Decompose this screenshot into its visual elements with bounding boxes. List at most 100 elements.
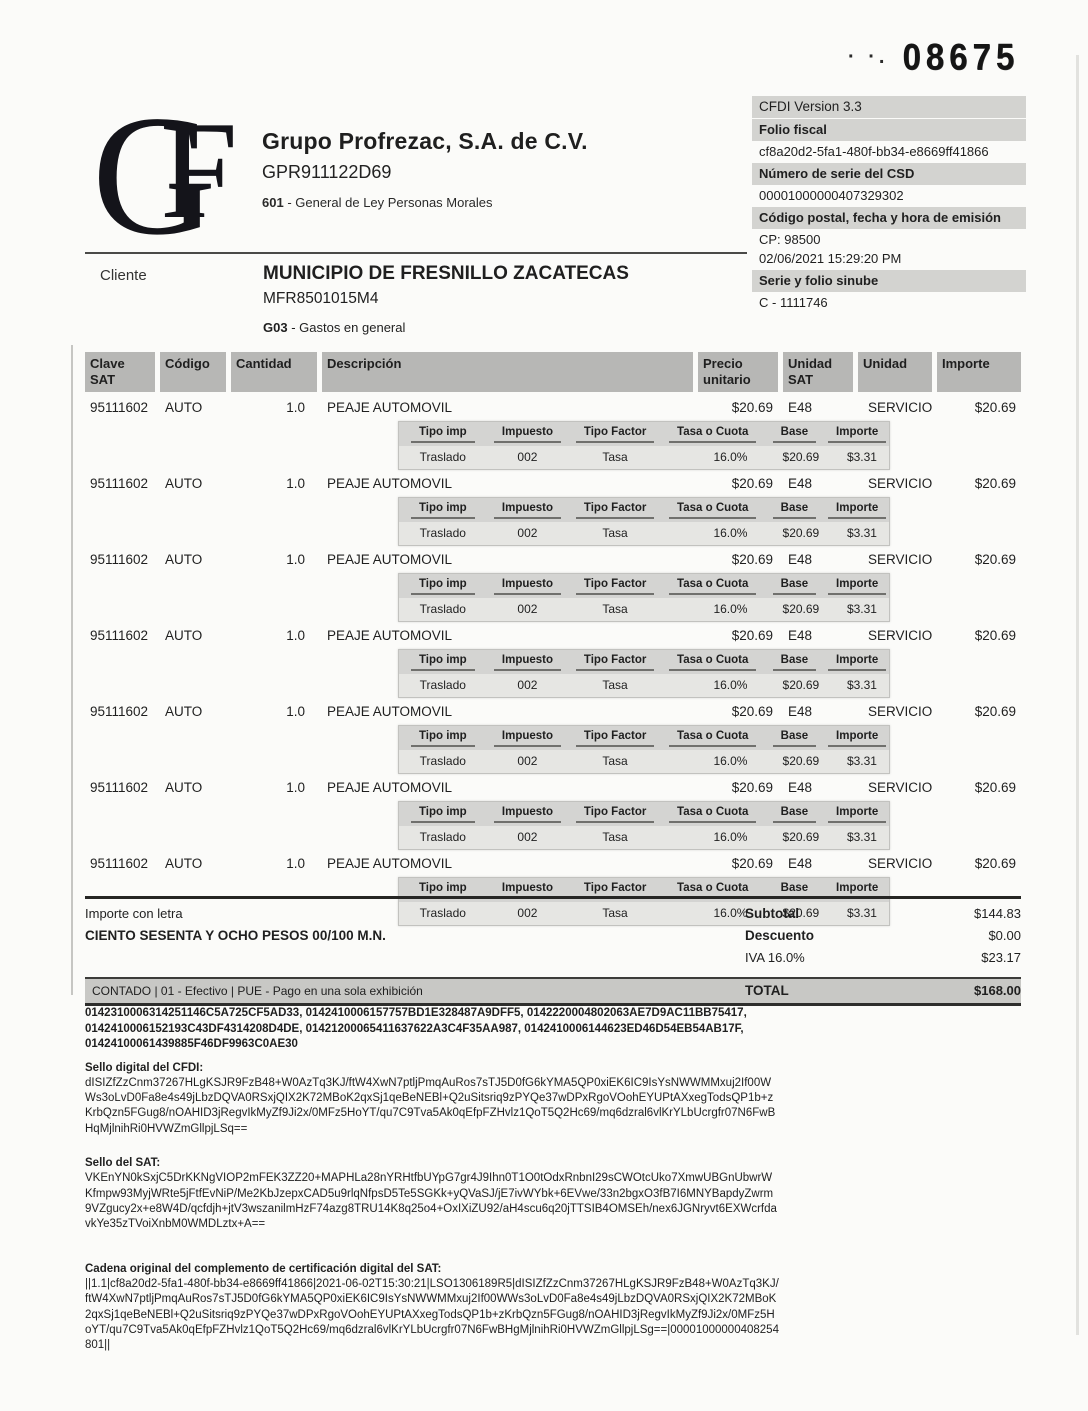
header-cell-importe: Importe bbox=[937, 352, 1021, 392]
subtotal-label: Subtotal bbox=[745, 906, 799, 921]
item-clave-sat: 95111602 bbox=[90, 704, 149, 719]
item-descripcion: PEAJE AUTOMOVIL bbox=[327, 856, 453, 871]
item-row: 95111602 AUTO 1.0 PEAJE AUTOMOVIL $20.69… bbox=[85, 704, 1021, 719]
tax-tipo-imp: Traslado bbox=[419, 602, 466, 616]
tax-header-base: Base bbox=[764, 502, 826, 522]
emission-postal-code: CP: 98500 bbox=[759, 232, 821, 247]
company-logo: G F bbox=[92, 81, 257, 271]
tax-subtable: Tipo imp Impuesto Tipo Factor Tasa o Cuo… bbox=[398, 573, 890, 622]
item-row: 95111602 AUTO 1.0 PEAJE AUTOMOVIL $20.69… bbox=[85, 476, 1021, 491]
item-block: 95111602 AUTO 1.0 PEAJE AUTOMOVIL $20.69… bbox=[85, 400, 1021, 470]
tax-header-tasa-cuota: Tasa o Cuota bbox=[662, 654, 764, 674]
tax-tasa-cuota: 16.0% bbox=[713, 526, 748, 540]
reference-ids: 0142310006314251146C5A725CF5AD33, 014241… bbox=[85, 1007, 747, 1051]
item-codigo: AUTO bbox=[165, 628, 203, 643]
tax-header-tipo-factor: Tipo Factor bbox=[568, 578, 662, 598]
item-codigo: AUTO bbox=[165, 780, 203, 795]
total-value: $168.00 bbox=[974, 983, 1021, 998]
cfdi-version: CFDI Version 3.3 bbox=[752, 96, 1026, 118]
items-body: 95111602 AUTO 1.0 PEAJE AUTOMOVIL $20.69… bbox=[85, 400, 1021, 926]
tax-importe: $3.31 bbox=[846, 830, 877, 844]
tax-header-base: Base bbox=[764, 730, 826, 750]
tax-tasa-cuota: 16.0% bbox=[713, 830, 748, 844]
item-precio-unitario: $20.69 bbox=[731, 856, 773, 871]
tax-value-row: Traslado 002 Tasa 16.0% $20.69 $3.31 bbox=[399, 750, 889, 773]
tax-tasa-cuota: 16.0% bbox=[713, 906, 748, 920]
item-unidad-sat: E48 bbox=[788, 780, 813, 795]
sat-seal-label: Sello del SAT: bbox=[85, 1157, 161, 1170]
tax-value-row: Traslado 002 Tasa 16.0% $20.69 $3.31 bbox=[399, 598, 889, 621]
item-unidad: SERVICIO bbox=[868, 856, 933, 871]
tax-tipo-factor: Tasa bbox=[602, 602, 628, 616]
item-clave-sat: 95111602 bbox=[90, 856, 149, 871]
item-precio-unitario: $20.69 bbox=[731, 780, 773, 795]
tax-header-tipo-imp: Tipo imp bbox=[399, 426, 487, 446]
tax-subtable: Tipo imp Impuesto Tipo Factor Tasa o Cuo… bbox=[398, 497, 890, 546]
item-codigo: AUTO bbox=[165, 552, 203, 567]
tax-subtable: Tipo imp Impuesto Tipo Factor Tasa o Cuo… bbox=[398, 649, 890, 698]
tax-header-impuesto: Impuesto bbox=[487, 502, 569, 522]
totals-section: Importe con letra Subtotal $144.83 CIENT… bbox=[85, 896, 1021, 1006]
iva-value: $23.17 bbox=[981, 950, 1021, 965]
tax-header-tasa-cuota: Tasa o Cuota bbox=[662, 730, 764, 750]
item-codigo: AUTO bbox=[165, 400, 203, 415]
descuento-label: Descuento bbox=[745, 928, 815, 943]
tax-header-row: Tipo imp Impuesto Tipo Factor Tasa o Cuo… bbox=[399, 574, 889, 598]
item-unidad-sat: E48 bbox=[788, 552, 813, 567]
item-unidad: SERVICIO bbox=[868, 476, 933, 491]
tax-header-row: Tipo imp Impuesto Tipo Factor Tasa o Cuo… bbox=[399, 802, 889, 826]
tax-header-impuesto: Impuesto bbox=[487, 730, 569, 750]
scan-artifact-line bbox=[71, 345, 73, 995]
item-block: 95111602 AUTO 1.0 PEAJE AUTOMOVIL $20.69… bbox=[85, 628, 1021, 698]
header-cell-unidad: Unidad bbox=[858, 352, 932, 392]
cfdi-seal-label: Sello digital del CFDI: bbox=[85, 1061, 204, 1074]
tax-header-impuesto: Impuesto bbox=[487, 654, 569, 674]
tax-subtable: Tipo imp Impuesto Tipo Factor Tasa o Cuo… bbox=[398, 801, 890, 850]
item-block: 95111602 AUTO 1.0 PEAJE AUTOMOVIL $20.69… bbox=[85, 476, 1021, 546]
sinube-folio-label: Serie y folio sinube bbox=[752, 270, 1026, 292]
tax-importe: $3.31 bbox=[846, 906, 877, 920]
item-row: 95111602 AUTO 1.0 PEAJE AUTOMOVIL $20.69… bbox=[85, 400, 1021, 415]
seals-section: 0142310006314251146C5A725CF5AD33, 014241… bbox=[85, 1006, 830, 1354]
header-cell-codigo: Código bbox=[160, 352, 226, 392]
regime-code: 601 bbox=[262, 195, 284, 210]
item-importe: $20.69 bbox=[974, 780, 1016, 795]
item-precio-unitario: $20.69 bbox=[731, 552, 773, 567]
item-descripcion: PEAJE AUTOMOVIL bbox=[327, 552, 453, 567]
item-unidad-sat: E48 bbox=[788, 400, 813, 415]
item-row: 95111602 AUTO 1.0 PEAJE AUTOMOVIL $20.69… bbox=[85, 780, 1021, 795]
issuer-tax-regime: 601 - General de Ley Personas Morales bbox=[262, 195, 588, 210]
tax-importe: $3.31 bbox=[846, 602, 877, 616]
tax-tipo-imp: Traslado bbox=[419, 754, 466, 768]
tax-header-tipo-imp: Tipo imp bbox=[399, 654, 487, 674]
tax-header-importe: Importe bbox=[825, 654, 889, 674]
tax-tipo-factor: Tasa bbox=[602, 678, 628, 692]
tax-header-base: Base bbox=[764, 578, 826, 598]
item-precio-unitario: $20.69 bbox=[731, 476, 773, 491]
header-cell-descripcion: Descripción bbox=[322, 352, 693, 392]
client-rfc: MFR8501015M4 bbox=[263, 290, 379, 307]
tax-header-importe: Importe bbox=[825, 426, 889, 446]
item-unidad-sat: E48 bbox=[788, 704, 813, 719]
csd-serial-label: Número de serie del CSD bbox=[752, 163, 1026, 185]
item-unidad-sat: E48 bbox=[788, 476, 813, 491]
item-cantidad: 1.0 bbox=[286, 704, 305, 719]
items-header-row: Clave SAT Código Cantidad Descripción Pr… bbox=[85, 352, 1021, 392]
tax-impuesto: 002 bbox=[517, 830, 538, 844]
stamp-number: 08675 bbox=[902, 35, 1020, 78]
item-importe: $20.69 bbox=[974, 704, 1016, 719]
items-table: Clave SAT Código Cantidad Descripción Pr… bbox=[85, 352, 1021, 932]
item-row: 95111602 AUTO 1.0 PEAJE AUTOMOVIL $20.69… bbox=[85, 628, 1021, 643]
item-codigo: AUTO bbox=[165, 476, 203, 491]
item-cantidad: 1.0 bbox=[286, 780, 305, 795]
item-unidad: SERVICIO bbox=[868, 628, 933, 643]
iva-label: IVA 16.0% bbox=[745, 950, 805, 965]
tax-header-row: Tipo imp Impuesto Tipo Factor Tasa o Cuo… bbox=[399, 726, 889, 750]
logo-letter-f: F bbox=[160, 93, 238, 248]
item-block: 95111602 AUTO 1.0 PEAJE AUTOMOVIL $20.69… bbox=[85, 704, 1021, 774]
tax-header-impuesto: Impuesto bbox=[487, 426, 569, 446]
tax-tipo-imp: Traslado bbox=[419, 678, 466, 692]
tax-base: $20.69 bbox=[782, 678, 820, 692]
tax-header-tasa-cuota: Tasa o Cuota bbox=[662, 502, 764, 522]
